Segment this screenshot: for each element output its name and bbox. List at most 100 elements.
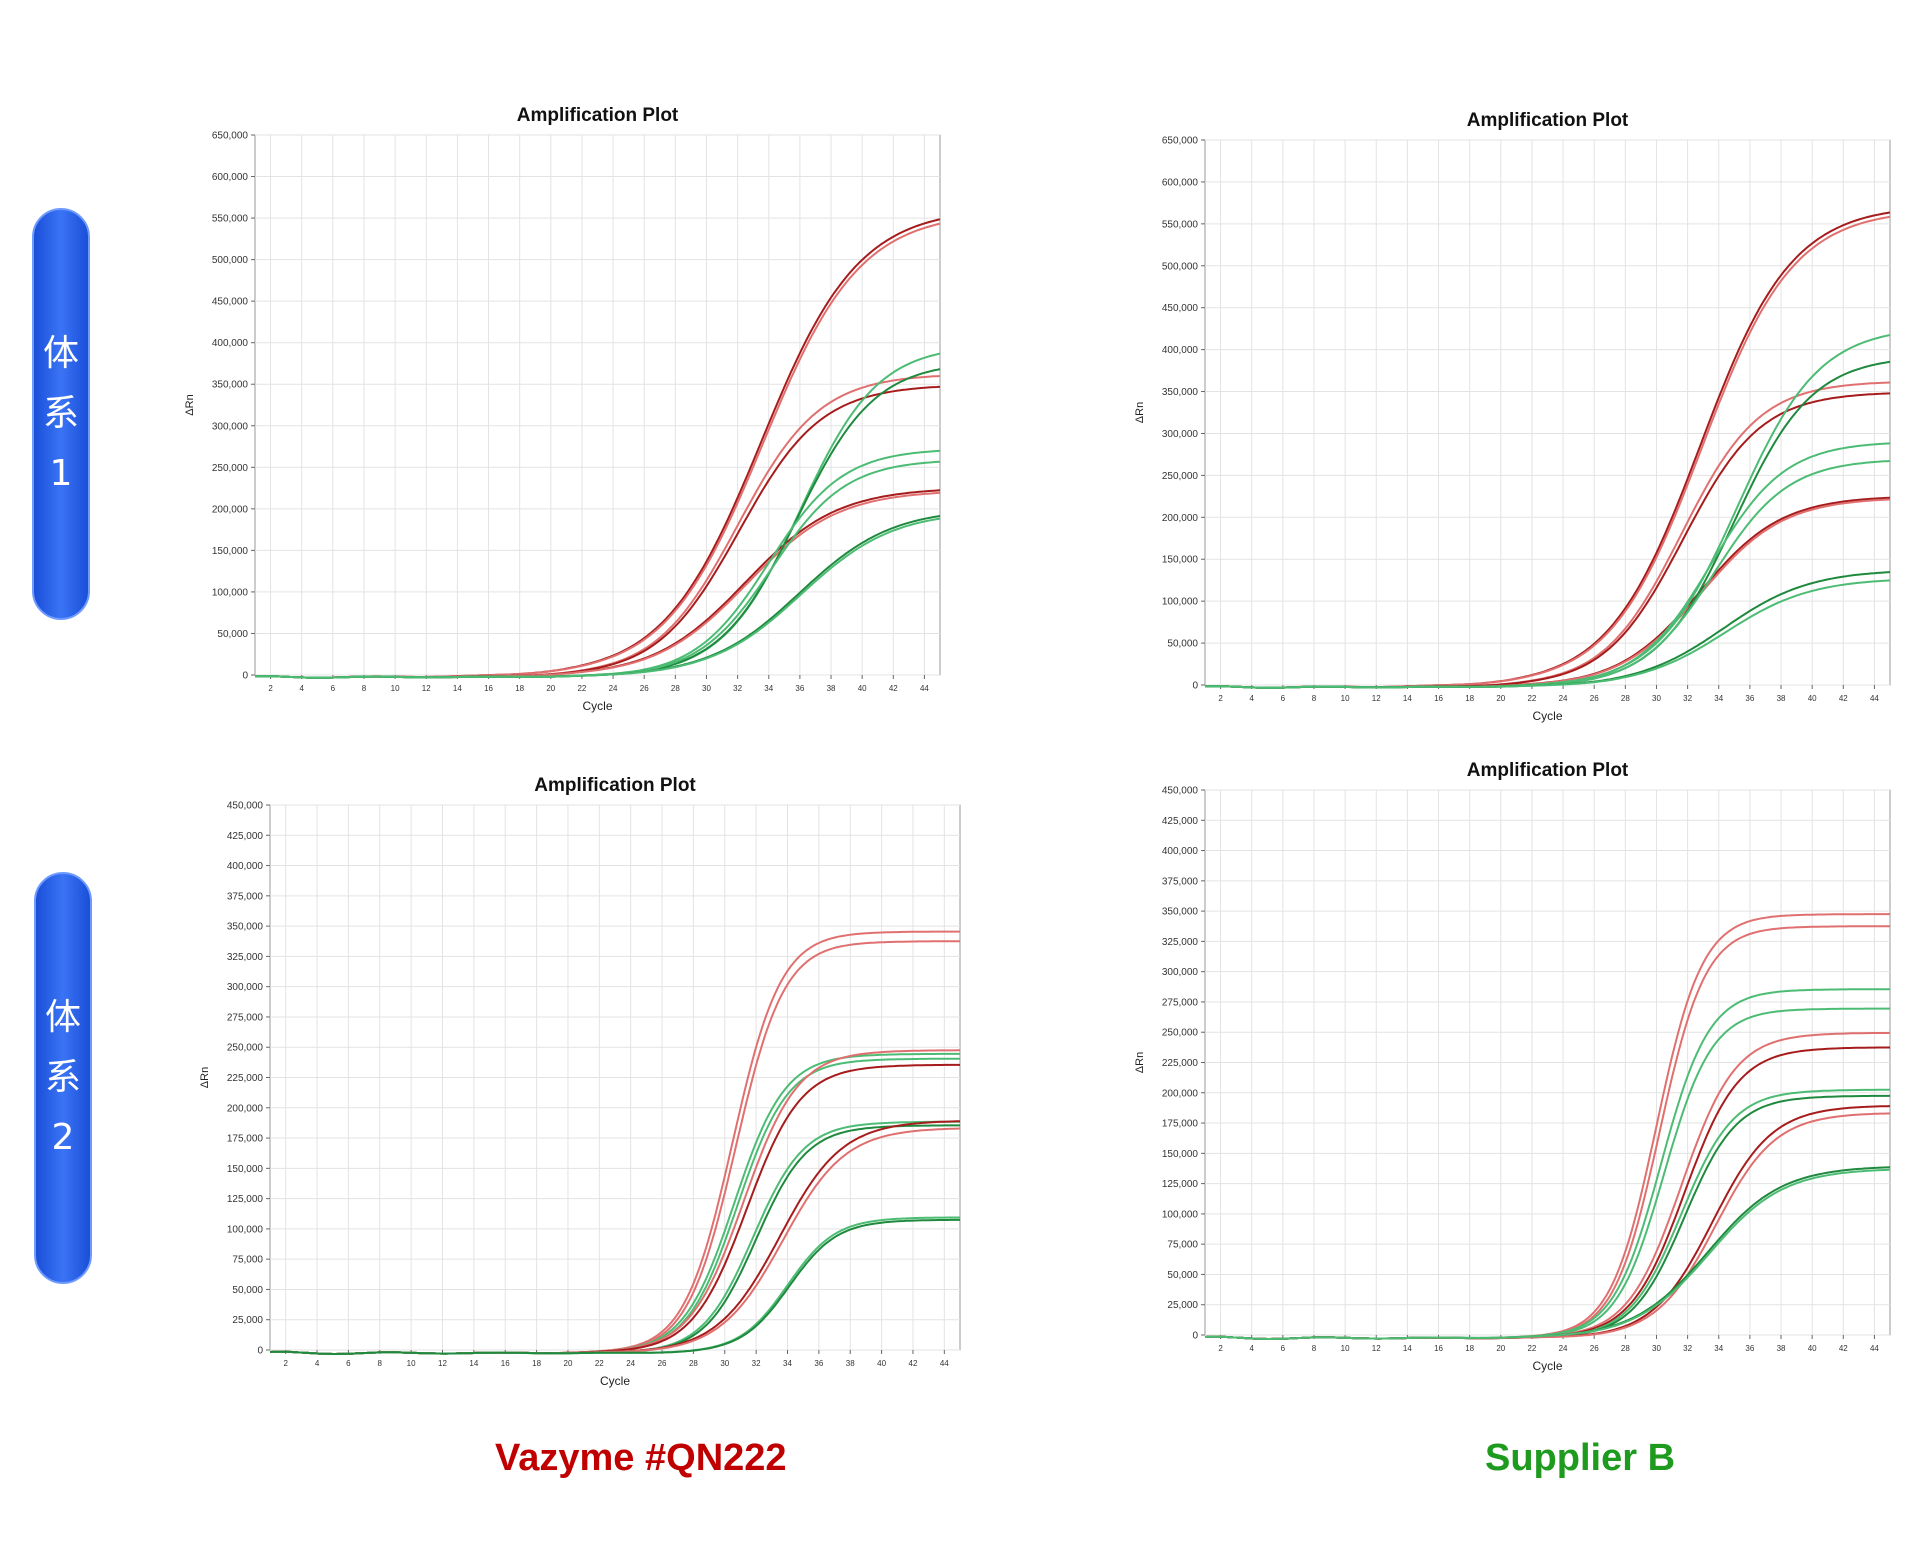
x-tick-label: 10 bbox=[1341, 694, 1350, 703]
x-tick-label: 26 bbox=[1590, 694, 1599, 703]
x-tick-label: 32 bbox=[733, 684, 742, 693]
x-tick-label: 12 bbox=[438, 1359, 447, 1368]
amplification-chart-supplier-b-system-1: Amplification Plot 0 50,000 100,000 150,000 2… bbox=[1120, 100, 1910, 740]
x-tick-label: 34 bbox=[783, 1359, 792, 1368]
x-tick-label: 8 bbox=[1312, 1344, 1317, 1353]
x-tick-label: 12 bbox=[1372, 1344, 1381, 1353]
y-tick-label: 375,000 bbox=[227, 891, 264, 902]
row-label-char: 2 bbox=[51, 1117, 75, 1158]
x-tick-label: 44 bbox=[1870, 1344, 1879, 1353]
y-tick-label: 0 bbox=[242, 671, 248, 682]
x-tick-label: 6 bbox=[1281, 1344, 1286, 1353]
chart-svg: Amplification Plot 0 25,000 50,000 75,000 100… bbox=[1134, 760, 1891, 1373]
row-label-char: 体 bbox=[42, 333, 79, 374]
amplification-curve bbox=[1204, 1168, 1891, 1340]
x-tick-label: 2 bbox=[268, 684, 273, 693]
row-label-system-1: 体 系 1 bbox=[32, 208, 90, 620]
x-tick-label: 10 bbox=[391, 684, 400, 693]
chart-svg: Amplification Plot 0 50,000 100,000 150,000 2… bbox=[1134, 110, 1891, 723]
y-tick-label: 200,000 bbox=[1162, 513, 1199, 524]
y-tick-label: 75,000 bbox=[1167, 1240, 1198, 1251]
x-tick-label: 26 bbox=[1590, 1344, 1599, 1353]
x-tick-label: 24 bbox=[609, 684, 618, 693]
x-tick-label: 18 bbox=[532, 1359, 541, 1368]
x-tick-label: 8 bbox=[362, 684, 367, 693]
y-tick-label: 50,000 bbox=[217, 629, 248, 640]
y-tick-label: 350,000 bbox=[1162, 387, 1199, 398]
x-tick-label: 42 bbox=[909, 1359, 918, 1368]
x-tick-label: 20 bbox=[1496, 694, 1505, 703]
x-tick-label: 42 bbox=[1839, 1344, 1848, 1353]
amplification-chart-vazyme-system-1: Amplification Plot 0 50,000 100,000 150,000 2… bbox=[170, 95, 960, 735]
y-tick-label: 650,000 bbox=[212, 131, 249, 142]
y-tick-label: 450,000 bbox=[227, 801, 264, 812]
x-tick-label: 18 bbox=[1465, 1344, 1474, 1353]
x-tick-label: 36 bbox=[795, 684, 804, 693]
row-label-char: 1 bbox=[49, 453, 73, 494]
x-tick-label: 30 bbox=[720, 1359, 729, 1368]
x-tick-label: 34 bbox=[1714, 1344, 1723, 1353]
amplification-chart-vazyme-system-2: Amplification Plot 0 25,000 50,000 75,000 100… bbox=[190, 765, 970, 1400]
y-tick-label: 350,000 bbox=[212, 380, 249, 391]
y-tick-label: 450,000 bbox=[1162, 303, 1199, 314]
x-tick-label: 8 bbox=[378, 1359, 383, 1368]
row-label-system-2: 体 系 2 bbox=[34, 872, 92, 1284]
caption-vazyme: Vazyme #QN222 bbox=[495, 1437, 787, 1479]
y-tick-label: 225,000 bbox=[1162, 1058, 1199, 1069]
x-tick-label: 32 bbox=[1683, 694, 1692, 703]
x-tick-label: 4 bbox=[299, 684, 304, 693]
y-tick-label: 350,000 bbox=[1162, 907, 1199, 918]
x-tick-label: 14 bbox=[1403, 694, 1412, 703]
y-tick-label: 50,000 bbox=[1167, 1270, 1198, 1281]
x-tick-label: 38 bbox=[1777, 1344, 1786, 1353]
x-tick-label: 30 bbox=[702, 684, 711, 693]
y-axis-label: ΔRn bbox=[199, 1067, 211, 1088]
y-tick-label: 100,000 bbox=[1162, 597, 1199, 608]
x-tick-label: 4 bbox=[1249, 1344, 1254, 1353]
x-tick-label: 12 bbox=[1372, 694, 1381, 703]
y-tick-label: 125,000 bbox=[1162, 1179, 1199, 1190]
x-tick-label: 16 bbox=[484, 684, 493, 693]
y-tick-label: 200,000 bbox=[227, 1103, 264, 1114]
y-tick-label: 400,000 bbox=[1162, 846, 1199, 857]
y-tick-label: 100,000 bbox=[212, 587, 249, 598]
x-tick-label: 20 bbox=[564, 1359, 573, 1368]
y-tick-label: 250,000 bbox=[1162, 471, 1199, 482]
y-tick-label: 500,000 bbox=[212, 255, 249, 266]
x-tick-label: 14 bbox=[469, 1359, 478, 1368]
x-tick-label: 14 bbox=[453, 684, 462, 693]
y-tick-label: 50,000 bbox=[232, 1285, 263, 1296]
row-label-char: 体 bbox=[44, 997, 81, 1038]
x-tick-label: 6 bbox=[1281, 694, 1286, 703]
y-tick-label: 200,000 bbox=[1162, 1088, 1199, 1099]
amplification-curve bbox=[269, 1218, 960, 1355]
x-tick-label: 26 bbox=[640, 684, 649, 693]
y-tick-label: 200,000 bbox=[212, 504, 249, 515]
x-tick-label: 6 bbox=[331, 684, 336, 693]
x-tick-label: 18 bbox=[515, 684, 524, 693]
y-tick-label: 300,000 bbox=[1162, 967, 1199, 978]
x-tick-label: 4 bbox=[1249, 694, 1254, 703]
x-tick-label: 36 bbox=[814, 1359, 823, 1368]
x-tick-label: 40 bbox=[858, 684, 867, 693]
x-tick-label: 6 bbox=[346, 1359, 351, 1368]
y-tick-label: 325,000 bbox=[1162, 937, 1199, 948]
x-tick-label: 42 bbox=[889, 684, 898, 693]
x-tick-label: 28 bbox=[1621, 1344, 1630, 1353]
x-tick-label: 10 bbox=[1341, 1344, 1350, 1353]
x-tick-label: 36 bbox=[1745, 694, 1754, 703]
y-tick-label: 275,000 bbox=[227, 1012, 264, 1023]
x-tick-label: 22 bbox=[595, 1359, 604, 1368]
x-tick-label: 28 bbox=[671, 684, 680, 693]
y-tick-label: 400,000 bbox=[1162, 345, 1199, 356]
y-tick-label: 50,000 bbox=[1167, 639, 1198, 650]
y-tick-label: 150,000 bbox=[227, 1164, 264, 1175]
x-tick-label: 12 bbox=[422, 684, 431, 693]
y-tick-label: 0 bbox=[257, 1346, 263, 1357]
y-tick-label: 25,000 bbox=[1167, 1300, 1198, 1311]
y-tick-label: 550,000 bbox=[212, 214, 249, 225]
y-tick-label: 150,000 bbox=[212, 546, 249, 557]
y-tick-label: 600,000 bbox=[212, 172, 249, 183]
x-tick-label: 2 bbox=[283, 1359, 288, 1368]
y-tick-label: 650,000 bbox=[1162, 136, 1199, 147]
